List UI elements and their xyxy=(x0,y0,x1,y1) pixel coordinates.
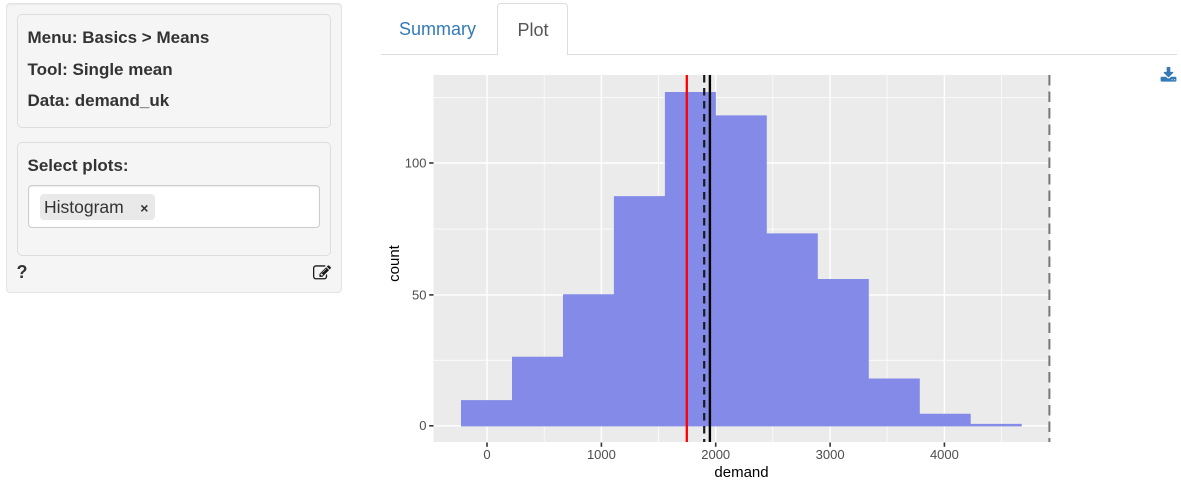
svg-text:100: 100 xyxy=(405,155,427,170)
svg-text:demand: demand xyxy=(714,464,768,481)
svg-text:50: 50 xyxy=(412,287,426,302)
svg-text:count: count xyxy=(386,244,403,282)
svg-text:4000: 4000 xyxy=(930,447,959,462)
svg-text:0: 0 xyxy=(483,447,490,462)
svg-text:0: 0 xyxy=(419,418,426,433)
svg-text:2000: 2000 xyxy=(701,447,730,462)
svg-text:1000: 1000 xyxy=(587,447,616,462)
svg-text:3000: 3000 xyxy=(816,447,845,462)
